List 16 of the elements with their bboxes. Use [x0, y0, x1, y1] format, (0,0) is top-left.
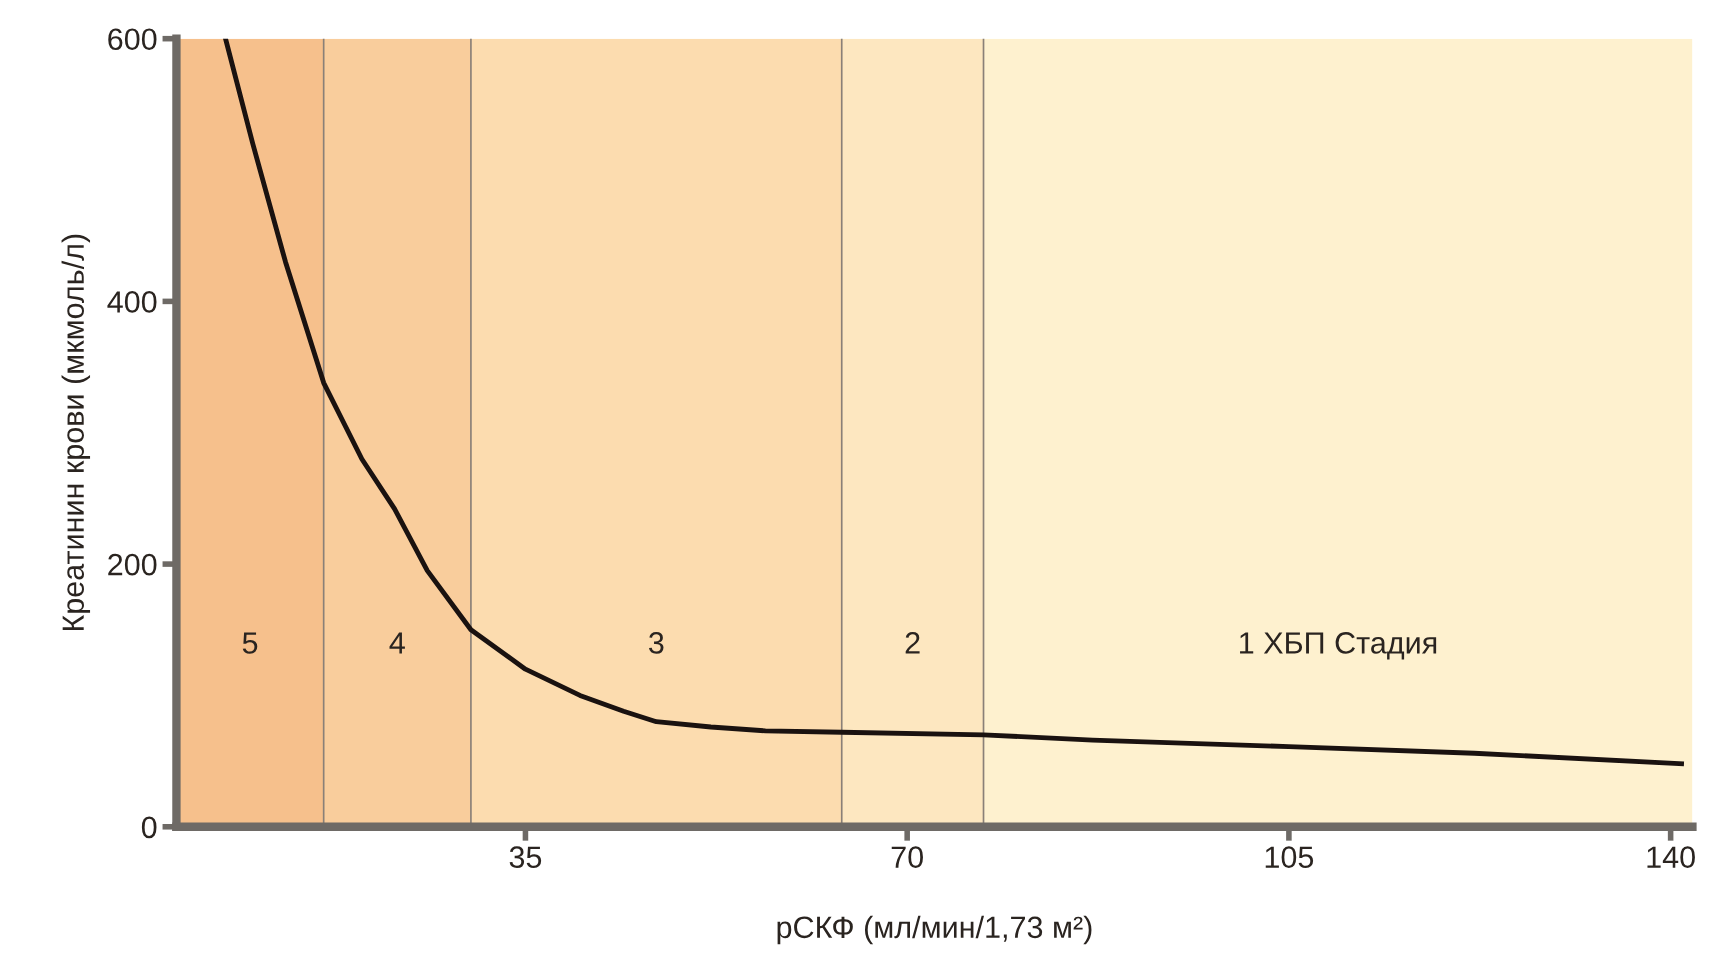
band-label: 3 — [648, 632, 664, 654]
y-tick-label: 0 — [141, 816, 157, 839]
x-tick-label: 105 — [1265, 846, 1314, 868]
y-tick-label: 400 — [107, 291, 157, 313]
band-label: 1 ХБП Стадия — [1240, 632, 1437, 660]
x-tick-label: 35 — [509, 846, 542, 868]
x-tick-label: 70 — [891, 846, 923, 868]
x-tick-label: 140 — [1647, 846, 1695, 868]
y-tick-label: 200 — [108, 553, 157, 576]
band-label: 5 — [242, 632, 258, 654]
band-label: 4 — [389, 632, 405, 654]
y-axis-title: Креатинин крови (мкмоль/л) — [61, 234, 91, 631]
line-series — [223, 38, 1684, 767]
x-axis-title: рСКФ (мл/мин/1,73 м²) — [777, 915, 1092, 945]
y-tick-label: 600 — [108, 28, 157, 51]
band-label: 2 — [905, 632, 920, 654]
